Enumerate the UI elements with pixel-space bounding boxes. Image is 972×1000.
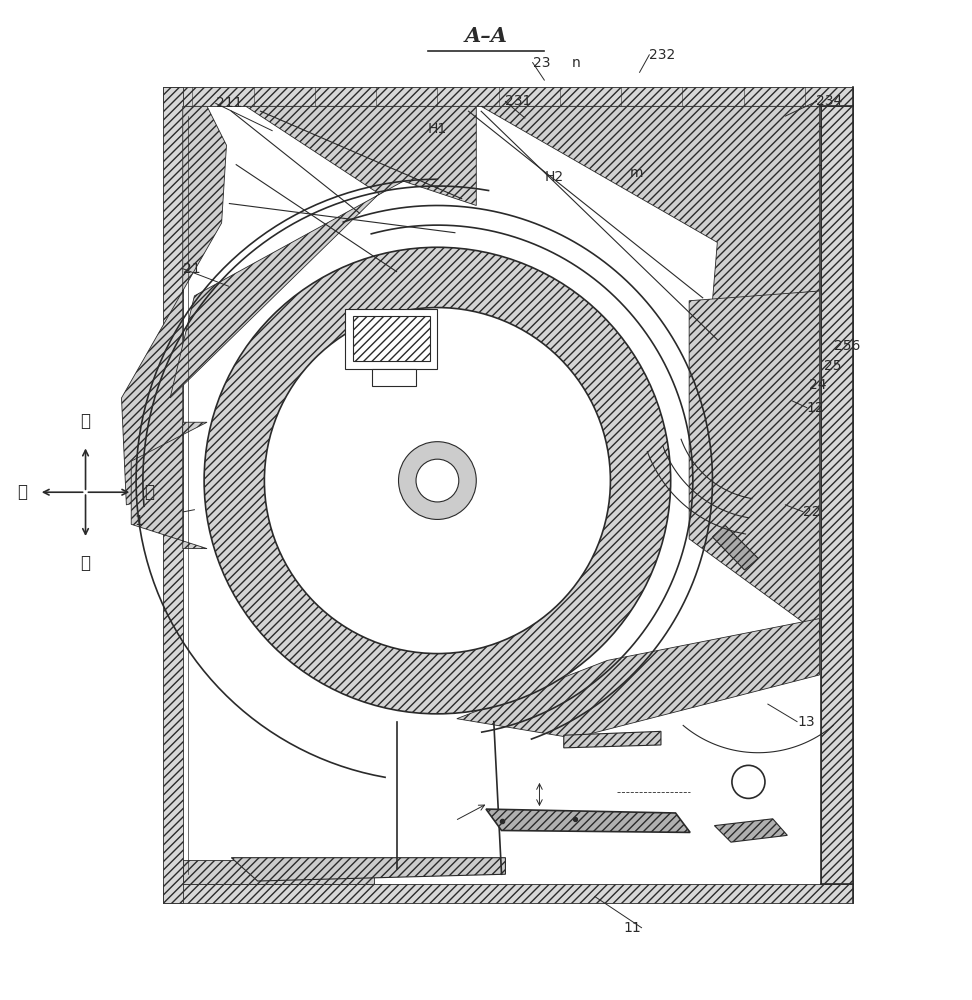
- Text: 12: 12: [807, 401, 824, 415]
- Text: 234: 234: [816, 94, 843, 108]
- Text: 1: 1: [134, 514, 143, 528]
- Circle shape: [732, 765, 765, 798]
- Polygon shape: [481, 106, 819, 301]
- Text: m: m: [630, 166, 643, 180]
- Text: 13: 13: [797, 715, 815, 729]
- Polygon shape: [712, 525, 758, 570]
- Text: n: n: [572, 56, 580, 70]
- Text: 25: 25: [824, 359, 842, 373]
- Text: H1: H1: [428, 122, 447, 136]
- Text: 23: 23: [533, 56, 550, 70]
- Polygon shape: [714, 819, 787, 842]
- Text: 232: 232: [649, 48, 676, 62]
- Polygon shape: [170, 106, 476, 398]
- Circle shape: [399, 442, 476, 519]
- Text: 211: 211: [216, 96, 242, 110]
- Text: 21: 21: [183, 262, 200, 276]
- Text: 下: 下: [81, 554, 90, 572]
- Polygon shape: [163, 87, 183, 903]
- Text: 后: 后: [17, 483, 27, 501]
- Bar: [345, 309, 437, 369]
- Polygon shape: [457, 619, 819, 738]
- Text: 231: 231: [505, 94, 532, 108]
- Polygon shape: [564, 731, 661, 748]
- Polygon shape: [689, 291, 819, 634]
- Polygon shape: [131, 422, 207, 549]
- Circle shape: [416, 459, 459, 502]
- Circle shape: [204, 247, 671, 714]
- Text: 前: 前: [144, 483, 154, 501]
- Text: 24: 24: [809, 378, 826, 392]
- Text: 22: 22: [803, 505, 820, 519]
- Circle shape: [264, 308, 610, 654]
- Polygon shape: [183, 860, 374, 884]
- Bar: [372, 369, 416, 386]
- Text: H2: H2: [544, 170, 564, 184]
- Polygon shape: [231, 858, 505, 881]
- Polygon shape: [122, 106, 226, 505]
- Text: 256: 256: [834, 339, 860, 353]
- Polygon shape: [163, 87, 853, 106]
- Bar: [353, 316, 430, 361]
- Polygon shape: [821, 106, 853, 884]
- Text: 11: 11: [624, 921, 642, 935]
- Text: A–A: A–A: [465, 26, 507, 46]
- Text: 上: 上: [81, 412, 90, 430]
- Polygon shape: [163, 884, 853, 903]
- Polygon shape: [486, 809, 690, 832]
